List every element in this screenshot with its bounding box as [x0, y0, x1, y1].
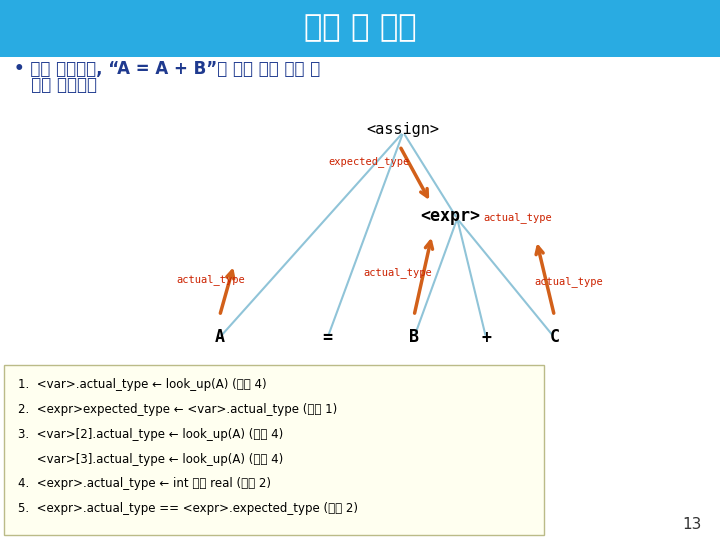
Text: • 예제 문법에서, “A = A + B”의 파스 트리 장식 과: • 예제 문법에서, “A = A + B”의 파스 트리 장식 과	[14, 60, 320, 78]
Text: C: C	[549, 328, 559, 347]
Text: expected_type: expected_type	[328, 157, 410, 167]
Text: 4.  <expr>.actual_type ← int 또는 real (규칙 2): 4. <expr>.actual_type ← int 또는 real (규칙 …	[18, 477, 271, 490]
Text: =: =	[323, 328, 333, 347]
Text: actual_type: actual_type	[364, 267, 432, 278]
Text: B: B	[409, 328, 419, 347]
Text: 13: 13	[683, 517, 702, 532]
Text: +: +	[481, 328, 491, 347]
Text: actual_type: actual_type	[484, 212, 552, 222]
Text: 1.  <var>.actual_type ← look_up(A) (규칙 4): 1. <var>.actual_type ← look_up(A) (규칙 4)	[18, 378, 266, 391]
Text: 속성 값 계산: 속성 값 계산	[304, 14, 416, 43]
Text: 5.  <expr>.actual_type == <expr>.expected_type (규칙 2): 5. <expr>.actual_type == <expr>.expected…	[18, 502, 358, 515]
FancyBboxPatch shape	[0, 0, 720, 57]
Text: 2.  <expr>expected_type ← <var>.actual_type (규칙 1): 2. <expr>expected_type ← <var>.actual_ty…	[18, 403, 337, 416]
Text: <expr>: <expr>	[420, 207, 480, 225]
Text: 정을 살펴보면: 정을 살펴보면	[14, 76, 97, 94]
Text: 3.  <var>[2].actual_type ← look_up(A) (규칙 4): 3. <var>[2].actual_type ← look_up(A) (규칙…	[18, 428, 283, 441]
FancyBboxPatch shape	[4, 364, 544, 535]
Text: actual_type: actual_type	[176, 274, 245, 285]
Text: <assign>: <assign>	[366, 122, 440, 137]
Text: actual_type: actual_type	[534, 276, 603, 287]
Text: <var>[3].actual_type ← look_up(A) (규칙 4): <var>[3].actual_type ← look_up(A) (규칙 4)	[18, 453, 283, 465]
Text: A: A	[215, 328, 225, 347]
